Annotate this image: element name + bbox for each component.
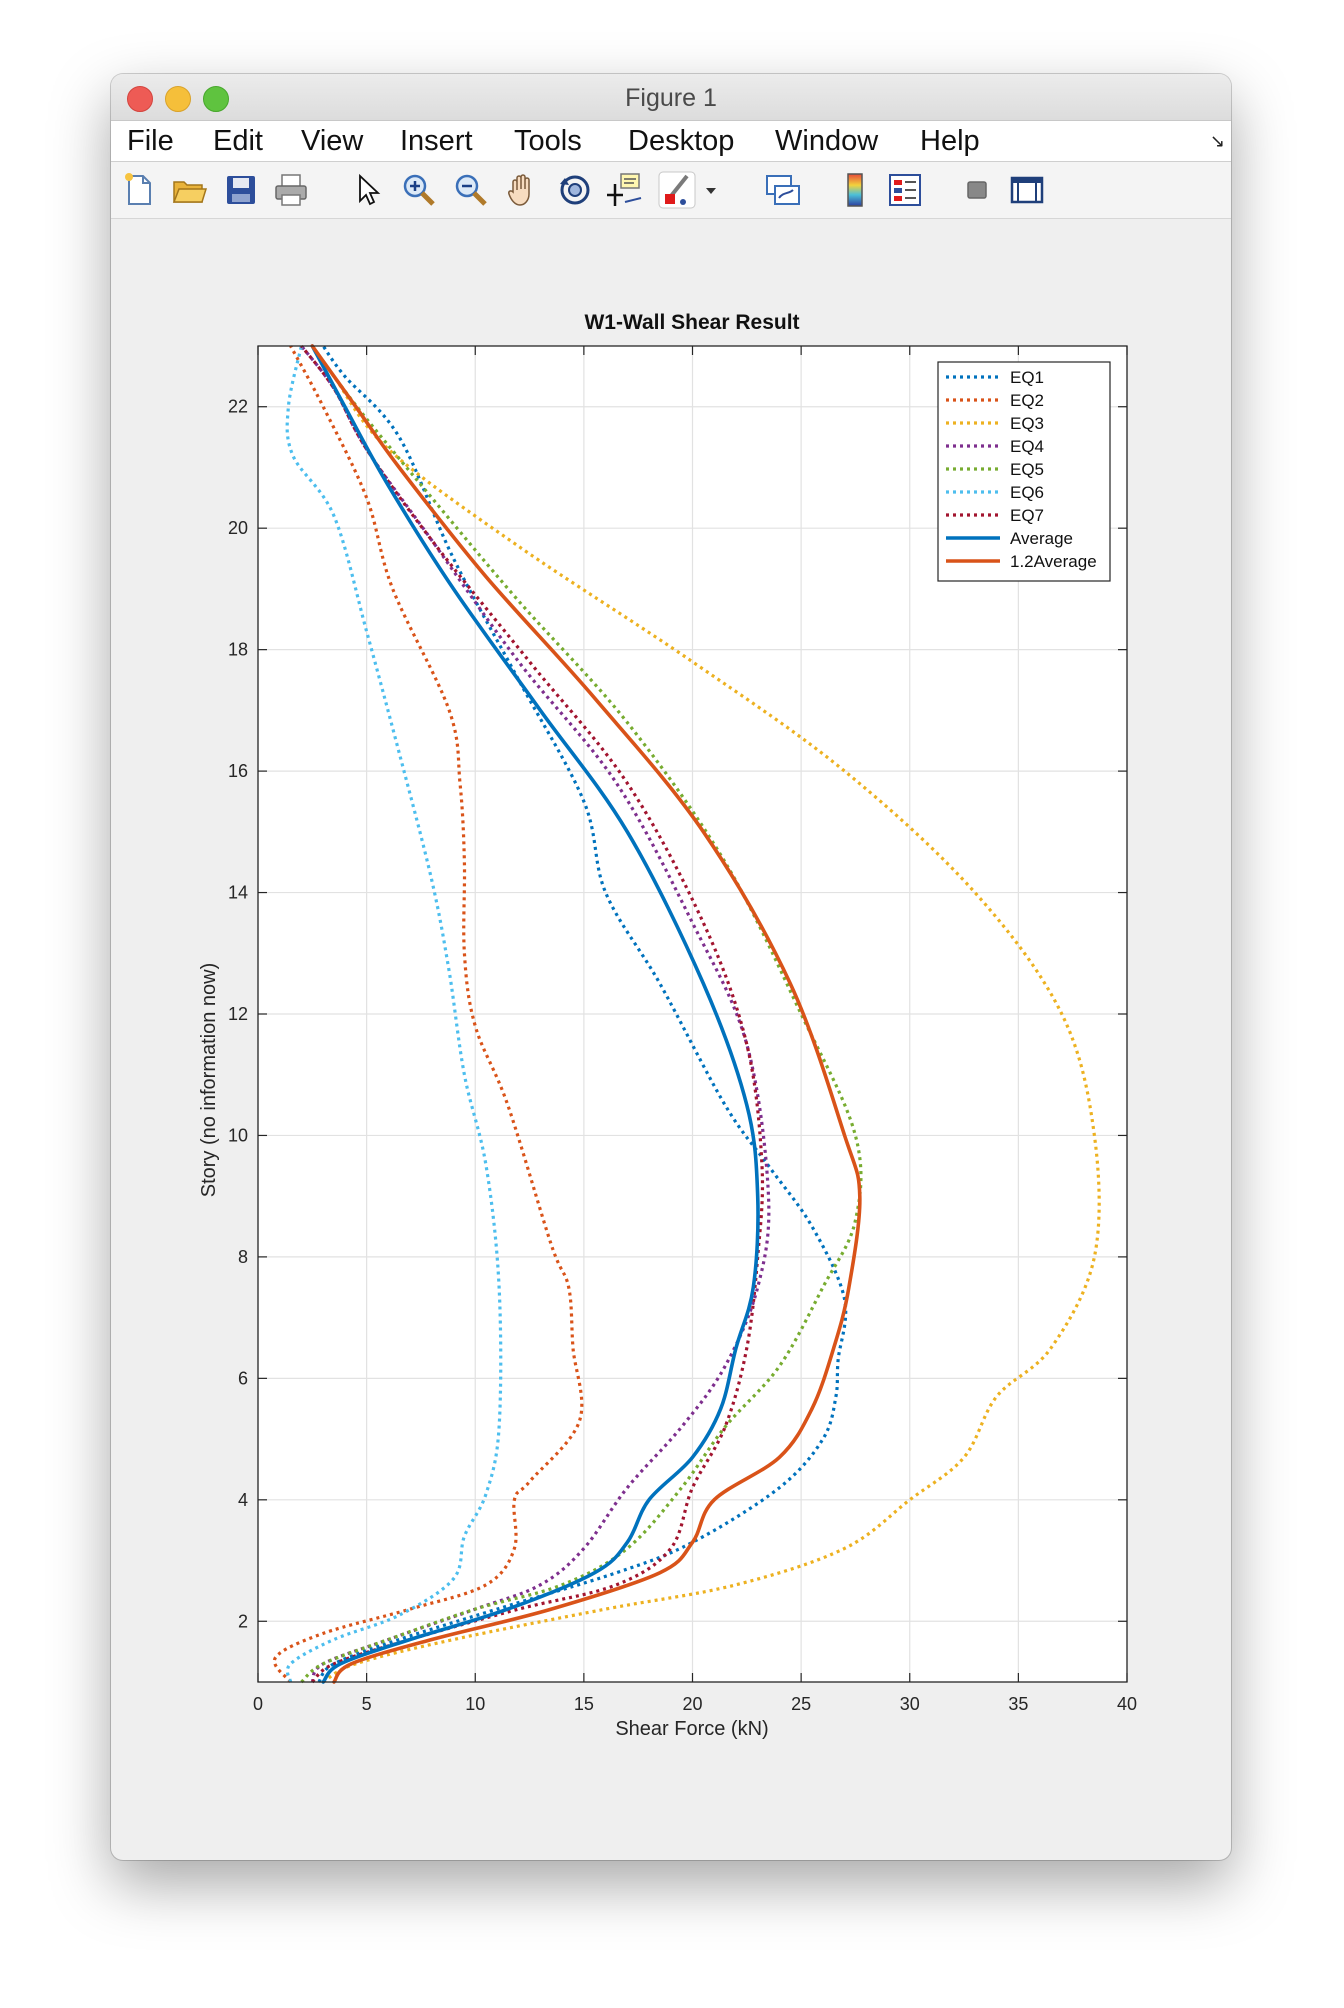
new-figure-icon[interactable] bbox=[119, 170, 159, 210]
menu-desktop[interactable]: Desktop bbox=[628, 125, 735, 157]
y-tick-label: 16 bbox=[228, 761, 248, 781]
legend-label: EQ4 bbox=[1010, 437, 1044, 456]
dock-arrow-icon[interactable]: ↘ bbox=[1209, 131, 1225, 151]
x-tick-label: 5 bbox=[362, 1694, 372, 1714]
legend-label: EQ1 bbox=[1010, 368, 1044, 387]
x-tick-label: 40 bbox=[1117, 1694, 1137, 1714]
y-tick-label: 8 bbox=[238, 1247, 248, 1267]
series-line-eq4 bbox=[300, 345, 771, 1683]
rotate-3d-icon[interactable] bbox=[555, 170, 595, 210]
save-icon[interactable] bbox=[221, 170, 261, 210]
zoom-in-icon[interactable] bbox=[399, 170, 439, 210]
axis-ticks: 0 5 10 15 20 25 30 35 40 2 4 6 8 10 12 14 16 18 20 22 bbox=[228, 346, 1137, 1714]
legend: EQ1 EQ2 EQ3 EQ4 EQ5 EQ6 EQ7 Average 1.2Average bbox=[937, 361, 1111, 582]
series-lines bbox=[272, 344, 1101, 1684]
legend-label: EQ3 bbox=[1010, 414, 1044, 433]
brush-icon[interactable] bbox=[657, 170, 697, 210]
hide-plot-tools-icon[interactable] bbox=[957, 170, 997, 210]
y-tick-label: 12 bbox=[228, 1004, 248, 1024]
menu-help[interactable]: Help bbox=[920, 125, 980, 157]
window-title: Figure 1 bbox=[625, 84, 717, 112]
legend-label: 1.2Average bbox=[1010, 552, 1097, 571]
x-tick-label: 20 bbox=[682, 1694, 702, 1714]
series-line-eq6 bbox=[285, 345, 503, 1683]
series-line-eq3 bbox=[310, 345, 1101, 1684]
menu-bar: File Edit View Insert Tools Desktop Wind… bbox=[111, 121, 1231, 162]
y-tick-label: 6 bbox=[238, 1368, 248, 1388]
title-bar: Figure 1 bbox=[111, 74, 1231, 121]
menu-window[interactable]: Window bbox=[775, 125, 879, 157]
minimize-button[interactable] bbox=[165, 86, 191, 112]
legend-icon[interactable] bbox=[885, 170, 925, 210]
x-tick-label: 15 bbox=[574, 1694, 594, 1714]
y-tick-label: 18 bbox=[228, 640, 248, 660]
x-tick-label: 30 bbox=[900, 1694, 920, 1714]
y-tick-label: 4 bbox=[238, 1490, 248, 1510]
menu-edit[interactable]: Edit bbox=[213, 125, 263, 157]
y-tick-label: 22 bbox=[228, 397, 248, 417]
toolbar bbox=[111, 162, 1231, 219]
close-button[interactable] bbox=[127, 86, 153, 112]
legend-label: EQ6 bbox=[1010, 483, 1044, 502]
series-line-average bbox=[310, 344, 760, 1684]
x-tick-label: 35 bbox=[1008, 1694, 1028, 1714]
legend-label: EQ2 bbox=[1010, 391, 1044, 410]
series-line-eq2 bbox=[272, 345, 584, 1684]
y-tick-label: 14 bbox=[228, 883, 248, 903]
show-plot-tools-icon[interactable] bbox=[1007, 170, 1047, 210]
menu-view[interactable]: View bbox=[301, 125, 364, 157]
menu-tools[interactable]: Tools bbox=[514, 125, 582, 157]
y-axis-label: Story (no information now) bbox=[198, 963, 220, 1198]
x-tick-label: 10 bbox=[465, 1694, 485, 1714]
legend-label: EQ5 bbox=[1010, 460, 1044, 479]
pointer-icon[interactable] bbox=[346, 170, 386, 210]
open-file-icon[interactable] bbox=[169, 170, 209, 210]
data-cursor-icon[interactable] bbox=[605, 170, 645, 210]
menu-insert[interactable]: Insert bbox=[400, 125, 473, 157]
y-tick-label: 10 bbox=[228, 1125, 248, 1145]
x-axis-label: Shear Force (kN) bbox=[615, 1718, 768, 1740]
y-tick-label: 2 bbox=[238, 1611, 248, 1631]
maximize-button[interactable] bbox=[203, 86, 229, 112]
y-tick-label: 20 bbox=[228, 518, 248, 538]
legend-label: EQ7 bbox=[1010, 506, 1044, 525]
chart-title: W1-Wall Shear Result bbox=[584, 311, 799, 334]
brush-dropdown-icon[interactable] bbox=[701, 170, 721, 210]
series-line-eq7 bbox=[300, 345, 765, 1684]
menu-file[interactable]: File bbox=[127, 125, 174, 157]
pan-hand-icon[interactable] bbox=[503, 170, 543, 210]
print-icon[interactable] bbox=[271, 170, 311, 210]
series-line-eq5 bbox=[300, 345, 863, 1684]
series-line-1-2average bbox=[310, 344, 862, 1684]
link-plot-icon[interactable] bbox=[763, 170, 803, 210]
legend-box bbox=[937, 361, 1111, 582]
x-tick-label: 25 bbox=[791, 1694, 811, 1714]
legend-label: Average bbox=[1010, 529, 1073, 548]
colorbar-icon[interactable] bbox=[835, 170, 875, 210]
zoom-out-icon[interactable] bbox=[451, 170, 491, 210]
x-tick-label: 0 bbox=[253, 1694, 263, 1714]
